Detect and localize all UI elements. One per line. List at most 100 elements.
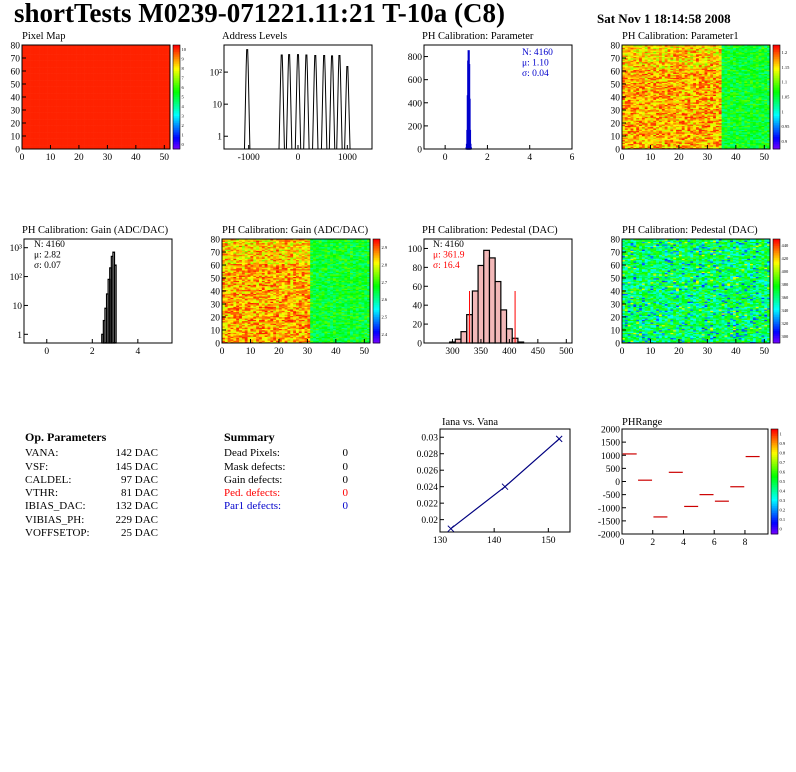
heatmap-cell bbox=[22, 113, 26, 116]
heatmap-cell bbox=[81, 126, 85, 129]
heatmap-cell bbox=[93, 143, 97, 146]
heatmap-cell bbox=[84, 139, 88, 142]
heatmap-cell bbox=[130, 115, 134, 117]
heatmap-cell bbox=[164, 137, 168, 139]
palette-cell bbox=[173, 86, 180, 89]
heatmap-cell bbox=[147, 85, 151, 87]
heatmap-cell bbox=[155, 85, 159, 87]
heatmap-cell bbox=[127, 91, 131, 94]
heatmap-cell bbox=[67, 55, 71, 57]
heatmap-cell bbox=[627, 115, 631, 117]
heatmap-cell bbox=[41, 86, 46, 89]
heatmap-cell bbox=[115, 130, 120, 133]
heatmap-cell bbox=[56, 141, 60, 143]
heatmap-cell bbox=[164, 93, 168, 95]
heatmap-cell bbox=[73, 76, 77, 78]
heatmap-cell bbox=[22, 129, 26, 132]
heatmap-cell bbox=[138, 72, 142, 74]
heatmap-cell bbox=[50, 63, 54, 65]
heatmap-cell bbox=[124, 73, 128, 76]
heatmap-cell bbox=[64, 100, 68, 103]
heatmap-cell bbox=[96, 74, 100, 77]
heatmap-cell bbox=[627, 55, 631, 57]
palette-cell bbox=[173, 84, 180, 87]
heatmap-cell bbox=[59, 104, 63, 107]
heatmap-cell bbox=[124, 68, 128, 70]
heatmap-cell bbox=[639, 112, 643, 115]
heatmap-cell bbox=[118, 52, 122, 55]
heatmap-cell bbox=[113, 129, 117, 132]
heatmap-cell bbox=[155, 126, 159, 129]
heatmap-cell bbox=[630, 64, 634, 67]
heatmap-cell bbox=[147, 64, 151, 67]
heatmap-cell bbox=[633, 93, 637, 95]
heatmap-cell bbox=[639, 147, 643, 150]
heatmap-cell bbox=[110, 45, 114, 47]
heatmap-cell bbox=[118, 86, 122, 89]
heatmap-cell bbox=[130, 77, 134, 80]
heatmap-cell bbox=[161, 45, 165, 47]
heatmap-cell bbox=[130, 147, 134, 150]
heatmap-cell bbox=[87, 106, 91, 108]
heatmap-cell bbox=[30, 51, 34, 54]
heatmap-cell bbox=[30, 132, 34, 134]
heatmap-cell bbox=[630, 69, 634, 72]
heatmap-cell bbox=[107, 129, 111, 132]
heatmap-cell bbox=[155, 63, 159, 65]
heatmap-cell bbox=[47, 93, 51, 95]
heatmap-cell bbox=[59, 107, 63, 109]
heatmap-cell bbox=[155, 91, 159, 94]
heatmap-cell bbox=[93, 99, 97, 102]
heatmap-cell bbox=[118, 143, 122, 146]
heatmap-cell bbox=[36, 123, 40, 125]
heatmap-cell bbox=[87, 95, 91, 98]
heatmap-cell bbox=[98, 47, 102, 50]
heatmap-cell bbox=[124, 102, 128, 104]
x-tick-label: 0 bbox=[20, 153, 25, 163]
heatmap-cell bbox=[636, 58, 640, 60]
heatmap-cell bbox=[630, 93, 634, 95]
heatmap-cell bbox=[124, 142, 128, 145]
heatmap-cell bbox=[78, 139, 83, 142]
heatmap-cell bbox=[67, 63, 71, 65]
heatmap-cell bbox=[152, 84, 157, 86]
heatmap-cell bbox=[27, 54, 31, 56]
heatmap-cell bbox=[78, 50, 83, 52]
heatmap-cell bbox=[127, 69, 131, 72]
heatmap-cell bbox=[124, 99, 128, 102]
heatmap-cell bbox=[124, 129, 128, 132]
heatmap-cell bbox=[41, 68, 46, 70]
heatmap-cell bbox=[627, 139, 631, 142]
heatmap-cell bbox=[56, 113, 60, 116]
heatmap-cell bbox=[167, 85, 171, 87]
heatmap-cell bbox=[33, 98, 37, 100]
heatmap-cell bbox=[27, 59, 31, 61]
heatmap-cell bbox=[115, 78, 120, 81]
heatmap-cell bbox=[44, 116, 48, 119]
heatmap-cell bbox=[633, 107, 637, 109]
heatmap-cell bbox=[644, 125, 648, 128]
heatmap-cell bbox=[64, 64, 68, 67]
heatmap-cell bbox=[93, 123, 97, 125]
heatmap-cell bbox=[22, 145, 26, 147]
heatmap-cell bbox=[113, 145, 117, 147]
heatmap-cell bbox=[144, 82, 148, 85]
heatmap-cell bbox=[56, 68, 60, 70]
heatmap-cell bbox=[167, 50, 171, 52]
heatmap-cell bbox=[107, 136, 111, 138]
heatmap-cell bbox=[161, 59, 165, 61]
heatmap-cell bbox=[138, 145, 142, 147]
heatmap-cell bbox=[138, 78, 142, 81]
heatmap-cell bbox=[167, 98, 171, 100]
heatmap-cell bbox=[639, 102, 643, 104]
heatmap-cell bbox=[155, 58, 159, 60]
heatmap-cell bbox=[641, 125, 646, 128]
heatmap-cell bbox=[53, 63, 57, 65]
heatmap-cell bbox=[56, 136, 60, 138]
heatmap-cell bbox=[118, 141, 122, 143]
heatmap-cell bbox=[630, 52, 634, 55]
heatmap-cell bbox=[64, 95, 68, 98]
heatmap-cell bbox=[104, 87, 108, 90]
heatmap-cell bbox=[152, 56, 157, 59]
heatmap-cell bbox=[53, 113, 57, 116]
